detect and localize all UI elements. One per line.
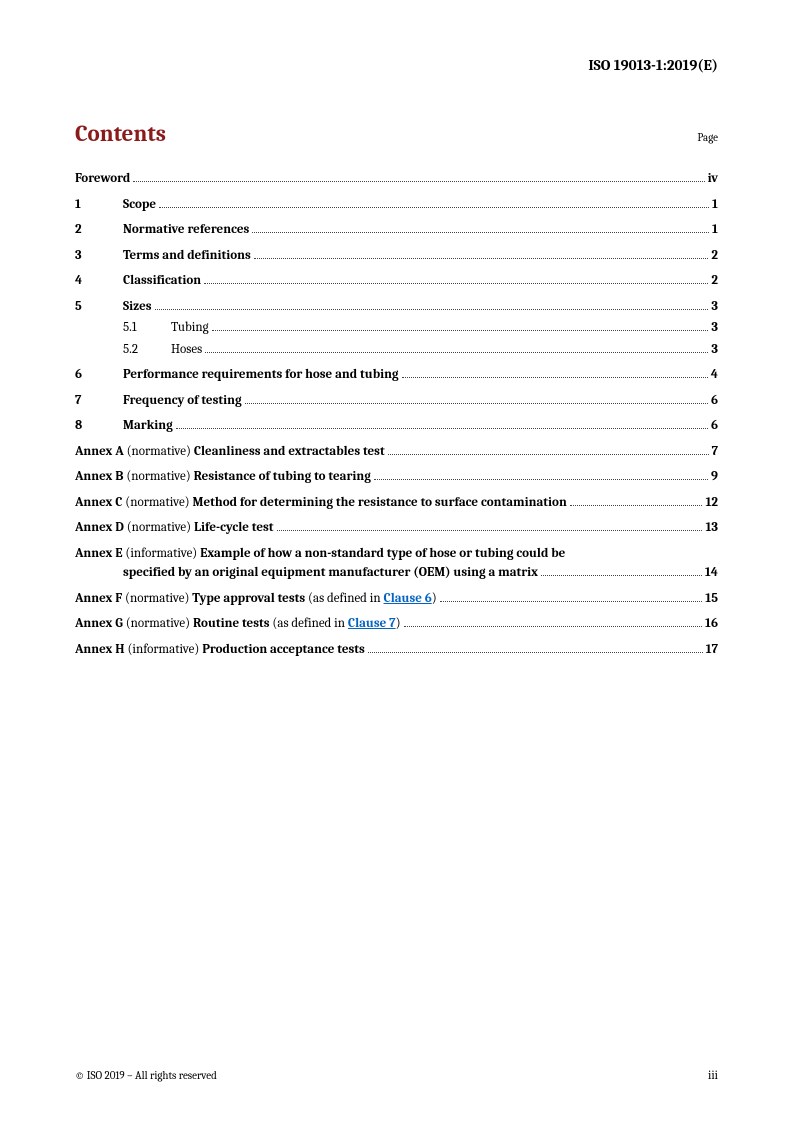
leader-dots bbox=[374, 479, 708, 480]
leader-dots bbox=[368, 652, 703, 653]
toc-entry-annex-f[interactable]: Annex F (normative) Type approval tests … bbox=[75, 589, 718, 609]
toc-label: Annex E (informative) Example of how a n… bbox=[75, 546, 565, 561]
toc-label: Tubing bbox=[171, 318, 209, 338]
toc-page: 3 bbox=[711, 297, 718, 317]
toc-page: 6 bbox=[711, 416, 718, 436]
toc-label: Performance requirements for hose and tu… bbox=[123, 365, 399, 385]
leader-dots bbox=[155, 309, 709, 310]
leader-dots bbox=[254, 258, 709, 259]
toc-label: Scope bbox=[123, 195, 156, 215]
toc-label: Annex G (normative) Routine tests (as de… bbox=[75, 614, 401, 634]
toc-entry-sizes[interactable]: 5 Sizes 3 bbox=[75, 297, 718, 317]
toc-page: 15 bbox=[705, 589, 718, 609]
toc-entry-annex-h[interactable]: Annex H (informative) Production accepta… bbox=[75, 640, 718, 660]
toc-page: 16 bbox=[705, 614, 718, 634]
toc-entry-annex-d[interactable]: Annex D (normative) Life-cycle test 13 bbox=[75, 518, 718, 538]
leader-dots bbox=[404, 626, 703, 627]
toc-page: 1 bbox=[712, 220, 718, 240]
toc-page: 2 bbox=[711, 271, 718, 291]
toc-entry-annex-e[interactable]: Annex E (informative) Example of how a n… bbox=[75, 544, 718, 583]
clause-link[interactable]: Clause 6 bbox=[384, 591, 432, 606]
toc-label: Annex C (normative) Method for determini… bbox=[75, 493, 567, 513]
toc-label: Frequency of testing bbox=[123, 391, 242, 411]
leader-dots bbox=[570, 505, 703, 506]
leader-dots bbox=[277, 530, 703, 531]
toc-page: 2 bbox=[711, 246, 718, 266]
toc-label: Annex F (normative) Type approval tests … bbox=[75, 589, 437, 609]
toc-label: Annex B (normative) Resistance of tubing… bbox=[75, 467, 371, 487]
toc-number: 6 bbox=[75, 365, 123, 385]
toc-number: 7 bbox=[75, 391, 123, 411]
toc-entry-annex-g[interactable]: Annex G (normative) Routine tests (as de… bbox=[75, 614, 718, 634]
toc-entry-hoses[interactable]: 5.2 Hoses 3 bbox=[75, 340, 718, 360]
document-header: ISO 19013-1:2019(E) bbox=[75, 56, 718, 74]
leader-dots bbox=[245, 403, 708, 404]
toc-number: 5 bbox=[75, 297, 123, 317]
toc-entry-annex-a[interactable]: Annex A (normative) Cleanliness and extr… bbox=[75, 442, 718, 462]
toc-label: Hoses bbox=[171, 340, 202, 360]
toc-label: Classification bbox=[123, 271, 201, 291]
leader-dots bbox=[440, 601, 703, 602]
toc-entry-tubing[interactable]: 5.1 Tubing 3 bbox=[75, 318, 718, 338]
toc-number: 4 bbox=[75, 271, 123, 291]
page-column-label: Page bbox=[697, 131, 718, 144]
toc-number: 3 bbox=[75, 246, 123, 266]
leader-dots bbox=[541, 575, 702, 576]
toc-label: Annex H (informative) Production accepta… bbox=[75, 640, 365, 660]
toc-entry-marking[interactable]: 8 Marking 6 bbox=[75, 416, 718, 436]
leader-dots bbox=[133, 181, 704, 182]
toc-label: Terms and definitions bbox=[123, 246, 251, 266]
copyright-text: © ISO 2019 – All rights reserved bbox=[75, 1069, 217, 1082]
toc-number: 5.2 bbox=[123, 340, 171, 360]
toc-entry-foreword[interactable]: Foreword iv bbox=[75, 169, 718, 189]
toc-entry-performance[interactable]: 6 Performance requirements for hose and … bbox=[75, 365, 718, 385]
toc-page: 12 bbox=[705, 493, 718, 513]
toc-page: 17 bbox=[706, 640, 718, 660]
toc-page: 7 bbox=[712, 442, 718, 462]
page-container: ISO 19013-1:2019(E) Contents Page Forewo… bbox=[0, 0, 793, 1122]
toc-number: 2 bbox=[75, 220, 123, 240]
contents-title: Contents bbox=[75, 120, 166, 147]
toc-page: 4 bbox=[711, 365, 718, 385]
leader-dots bbox=[205, 352, 708, 353]
toc-page: 14 bbox=[705, 563, 718, 583]
toc-label: Sizes bbox=[123, 297, 152, 317]
toc-entry-annex-b[interactable]: Annex B (normative) Resistance of tubing… bbox=[75, 467, 718, 487]
toc-entry-normative-references[interactable]: 2 Normative references 1 bbox=[75, 220, 718, 240]
toc-label: Marking bbox=[123, 416, 173, 436]
toc-page: 6 bbox=[711, 391, 718, 411]
leader-dots bbox=[212, 330, 709, 331]
leader-dots bbox=[159, 207, 709, 208]
toc-entry-annex-c[interactable]: Annex C (normative) Method for determini… bbox=[75, 493, 718, 513]
toc-page: iv bbox=[708, 169, 718, 189]
toc-number: 5.1 bbox=[123, 318, 171, 338]
toc-entry-frequency[interactable]: 7 Frequency of testing 6 bbox=[75, 391, 718, 411]
page-footer: © ISO 2019 – All rights reserved iii bbox=[75, 1068, 718, 1082]
table-of-contents: Foreword iv 1 Scope 1 2 Normative refere… bbox=[75, 169, 718, 659]
page-number: iii bbox=[708, 1068, 718, 1082]
toc-entry-terms[interactable]: 3 Terms and definitions 2 bbox=[75, 246, 718, 266]
clause-link[interactable]: Clause 7 bbox=[348, 616, 396, 631]
toc-label: Normative references bbox=[123, 220, 249, 240]
toc-entry-scope[interactable]: 1 Scope 1 bbox=[75, 195, 718, 215]
title-row: Contents Page bbox=[75, 120, 718, 147]
toc-page: 1 bbox=[712, 195, 718, 215]
leader-dots bbox=[402, 377, 708, 378]
toc-page: 13 bbox=[705, 518, 718, 538]
leader-dots bbox=[388, 454, 709, 455]
toc-number: 8 bbox=[75, 416, 123, 436]
toc-page: 3 bbox=[711, 318, 718, 338]
toc-label-line2: specified by an original equipment manuf… bbox=[123, 563, 538, 583]
toc-page: 3 bbox=[711, 340, 718, 360]
toc-label: Annex A (normative) Cleanliness and extr… bbox=[75, 442, 385, 462]
toc-page: 9 bbox=[711, 467, 718, 487]
toc-entry-classification[interactable]: 4 Classification 2 bbox=[75, 271, 718, 291]
leader-dots bbox=[252, 232, 709, 233]
leader-dots bbox=[204, 283, 708, 284]
toc-label: Annex D (normative) Life-cycle test bbox=[75, 518, 274, 538]
leader-dots bbox=[176, 428, 708, 429]
toc-label: Foreword bbox=[75, 169, 130, 189]
toc-number: 1 bbox=[75, 195, 123, 215]
